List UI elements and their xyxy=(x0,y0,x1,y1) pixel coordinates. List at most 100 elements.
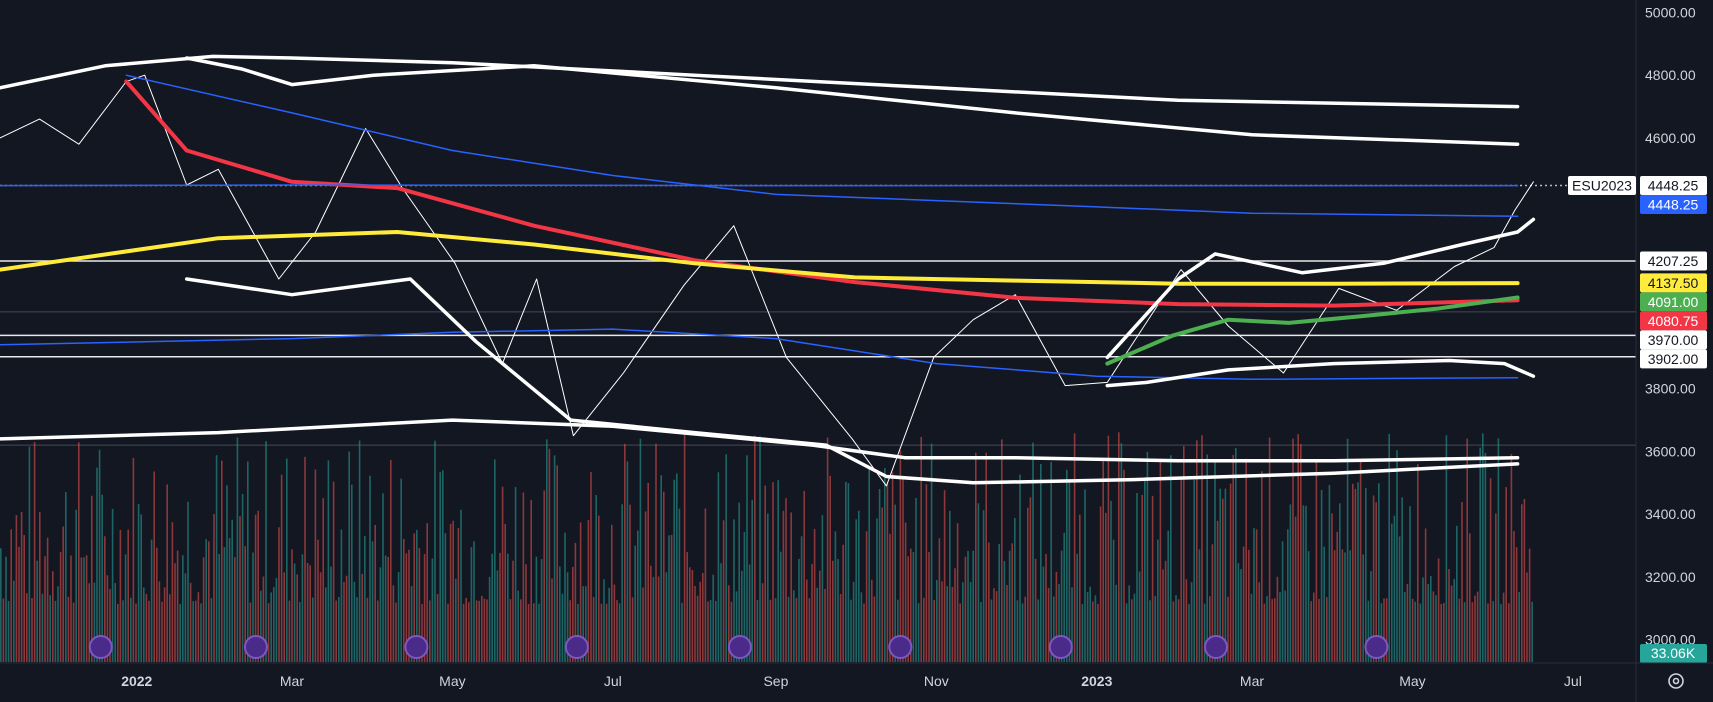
price-tick-label: 3800.00 xyxy=(1645,381,1696,397)
price-badge-label: 4207.25 xyxy=(1648,253,1699,269)
volume-bar xyxy=(1435,595,1437,662)
volume-bar xyxy=(1443,603,1445,662)
volume-bar xyxy=(1414,601,1416,662)
volume-badge: 33.06K xyxy=(1640,644,1707,663)
volume-bar xyxy=(1515,547,1518,662)
volume-bar xyxy=(122,600,124,662)
price-badge: 4448.25 xyxy=(1640,194,1707,214)
volume-bar xyxy=(574,542,577,662)
event-marker-icon[interactable] xyxy=(888,635,913,659)
volume-bar xyxy=(959,603,961,662)
volume-bar xyxy=(1274,598,1276,662)
volume-bar xyxy=(1398,536,1401,662)
volume-bar xyxy=(1331,513,1333,662)
event-marker-icon[interactable] xyxy=(243,635,268,659)
volume-bar xyxy=(322,498,324,662)
volume-bar xyxy=(234,557,236,662)
volume-bar xyxy=(358,440,361,662)
volume-bar xyxy=(881,507,883,662)
volume-bar xyxy=(780,551,782,662)
volume-bars xyxy=(0,432,1533,662)
volume-bar xyxy=(44,556,46,662)
volume-bar xyxy=(340,529,343,662)
volume-bar xyxy=(1365,487,1367,662)
volume-bar xyxy=(390,459,392,662)
volume-bar xyxy=(1219,488,1221,662)
volume-bar xyxy=(283,572,285,662)
volume-bar xyxy=(449,523,452,662)
volume-bar xyxy=(49,595,51,662)
volume-bar xyxy=(962,582,964,662)
event-marker-icon[interactable] xyxy=(727,635,752,659)
volume-bar xyxy=(566,572,569,662)
volume-bar xyxy=(928,551,930,662)
volume-bar xyxy=(1385,598,1388,662)
price-tick-label: 4600.00 xyxy=(1645,130,1696,146)
volume-bar xyxy=(751,499,753,662)
volume-bar xyxy=(1071,587,1073,662)
volume-bar xyxy=(496,570,499,662)
volume-bar xyxy=(865,531,868,662)
volume-bar xyxy=(621,504,623,662)
volume-bar xyxy=(1131,599,1133,662)
volume-bar xyxy=(33,442,36,662)
volume-bar xyxy=(301,554,304,662)
volume-bar xyxy=(587,520,590,662)
volume-bar xyxy=(1190,582,1193,662)
volume-bar xyxy=(702,573,704,662)
time-tick-label: 2023 xyxy=(1081,673,1112,689)
price-badge-bg xyxy=(1640,273,1707,293)
volume-bar xyxy=(522,492,525,662)
volume-bar xyxy=(564,532,566,662)
volume-bar xyxy=(1060,550,1063,662)
volume-bar xyxy=(1294,516,1297,662)
volume-bar xyxy=(1279,592,1281,662)
event-marker-icon[interactable] xyxy=(564,635,589,659)
volume-bar xyxy=(652,577,655,662)
volume-bar xyxy=(790,512,792,662)
volume-bar xyxy=(1466,438,1468,662)
volume-bar xyxy=(699,581,701,662)
volume-bar xyxy=(626,461,629,662)
volume-bar xyxy=(639,438,642,662)
volume-bar xyxy=(491,553,493,662)
event-marker-icon[interactable] xyxy=(1364,635,1389,659)
event-marker-icon[interactable] xyxy=(1048,635,1073,659)
price-badge-bg xyxy=(1640,194,1707,214)
event-marker-icon[interactable] xyxy=(1203,635,1228,659)
volume-bar xyxy=(364,535,366,662)
volume-bar xyxy=(1211,544,1214,662)
volume-bar xyxy=(1419,603,1422,662)
volume-bar xyxy=(1157,539,1159,662)
volume-bar xyxy=(1336,531,1338,662)
volume-bar xyxy=(148,600,150,662)
event-markers[interactable] xyxy=(88,635,1389,659)
event-marker-icon[interactable] xyxy=(88,635,113,659)
volume-bar xyxy=(899,450,902,662)
volume-bar xyxy=(967,550,969,662)
volume-bar xyxy=(1315,461,1318,662)
volume-bar xyxy=(1352,483,1354,662)
volume-bar xyxy=(1253,528,1255,662)
volume-bar xyxy=(1479,447,1481,662)
volume-bar xyxy=(1209,596,1211,662)
volume-bar xyxy=(1081,603,1084,662)
volume-bar xyxy=(1107,435,1110,662)
volume-bar xyxy=(1393,515,1396,662)
volume-bar xyxy=(130,597,132,662)
volume-bar xyxy=(1409,506,1411,662)
settings-gear-icon[interactable] xyxy=(1668,673,1684,689)
volume-bar xyxy=(980,602,982,662)
price-badge-bg xyxy=(1640,292,1707,312)
event-marker-icon[interactable] xyxy=(404,635,429,659)
volume-bar xyxy=(709,599,712,662)
volume-bar xyxy=(23,535,25,662)
volume-bar xyxy=(829,475,831,662)
volume-bar xyxy=(559,566,561,662)
volume-bar xyxy=(1495,513,1497,662)
volume-bar xyxy=(717,472,720,662)
volume-bar xyxy=(470,547,473,662)
volume-bar xyxy=(343,581,345,662)
volume-bar xyxy=(291,549,293,662)
